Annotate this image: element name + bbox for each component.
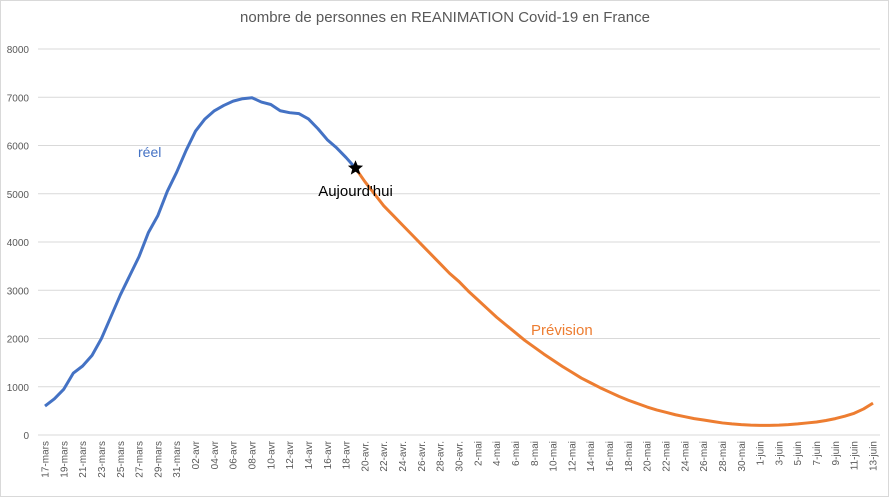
x-tick-label: 1-juin: [756, 441, 767, 465]
x-tick-label: 26-avr.: [417, 441, 428, 472]
x-tick-label: 4-mai: [492, 441, 503, 466]
x-tick-label: 06-avr: [229, 440, 240, 469]
x-tick-label: 28-mai: [718, 441, 729, 472]
y-tick-label: 0: [23, 431, 29, 442]
y-tick-label: 7000: [7, 93, 30, 104]
x-tick-label: 20-avr.: [360, 441, 371, 472]
x-tick-label: 12-mai: [567, 441, 578, 472]
x-tick-label: 13-juin: [869, 441, 880, 471]
x-tick-label: 27-mars: [135, 441, 146, 478]
annotation: Aujourd'hui: [318, 183, 393, 200]
x-tick-label: 10-avr: [266, 440, 277, 469]
x-tick-label: 3-juin: [774, 441, 785, 465]
x-tick-label: 11-juin: [850, 441, 861, 470]
x-tick-label: 25-mars: [116, 441, 127, 478]
x-tick-label: 12-avr: [285, 440, 296, 469]
y-tick-label: 6000: [7, 142, 30, 153]
x-tick-label: 28-avr.: [436, 441, 447, 472]
x-tick-label: 24-avr.: [398, 441, 409, 472]
y-tick-label: 4000: [7, 238, 30, 249]
series-label: réel: [138, 144, 161, 160]
x-tick-label: 14-mai: [586, 441, 597, 472]
x-tick-label: 19-mars: [59, 441, 70, 478]
chart-title: nombre de personnes en REANIMATION Covid…: [240, 9, 650, 26]
y-tick-label: 5000: [7, 190, 30, 201]
x-tick-label: 2-mai: [473, 441, 484, 466]
x-tick-label: 14-avr: [304, 440, 315, 469]
x-tick-label: 8-mai: [530, 441, 541, 466]
x-tick-label: 30-mai: [737, 441, 748, 472]
y-tick-label: 3000: [7, 286, 30, 297]
today-marker: [347, 160, 364, 175]
x-tick-label: 6-mai: [511, 441, 522, 466]
x-tick-label: 30-avr.: [455, 441, 466, 472]
x-tick-label: 9-juin: [831, 441, 842, 465]
y-tick-label: 2000: [7, 335, 30, 346]
y-tick-label: 8000: [7, 45, 30, 56]
x-tick-label: 18-avr: [342, 440, 353, 469]
x-tick-label: 16-mai: [605, 441, 616, 472]
x-tick-label: 31-mars: [172, 441, 183, 478]
x-tick-label: 7-juin: [812, 441, 823, 465]
x-tick-label: 10-mai: [549, 441, 560, 472]
series-line: [44, 96, 357, 408]
series-line: [354, 167, 874, 427]
x-tick-label: 24-mai: [680, 441, 691, 472]
x-tick-label: 02-avr: [191, 440, 202, 469]
x-tick-label: 18-mai: [624, 441, 635, 472]
x-tick-label: 23-mars: [97, 441, 108, 478]
x-tick-label: 26-mai: [699, 441, 710, 472]
x-tick-label: 22-avr.: [379, 441, 390, 472]
y-tick-label: 1000: [7, 383, 30, 394]
x-tick-label: 04-avr: [210, 440, 221, 469]
x-tick-label: 21-mars: [78, 441, 89, 478]
x-tick-label: 16-avr: [323, 440, 334, 469]
x-tick-label: 20-mai: [643, 441, 654, 472]
x-tick-label: 22-mai: [662, 441, 673, 472]
x-tick-label: 08-avr: [248, 440, 259, 469]
series-label: Prévision: [531, 322, 593, 339]
x-tick-label: 29-mars: [153, 441, 164, 478]
x-tick-label: 17-mars: [41, 441, 52, 478]
x-tick-label: 5-juin: [793, 441, 804, 465]
